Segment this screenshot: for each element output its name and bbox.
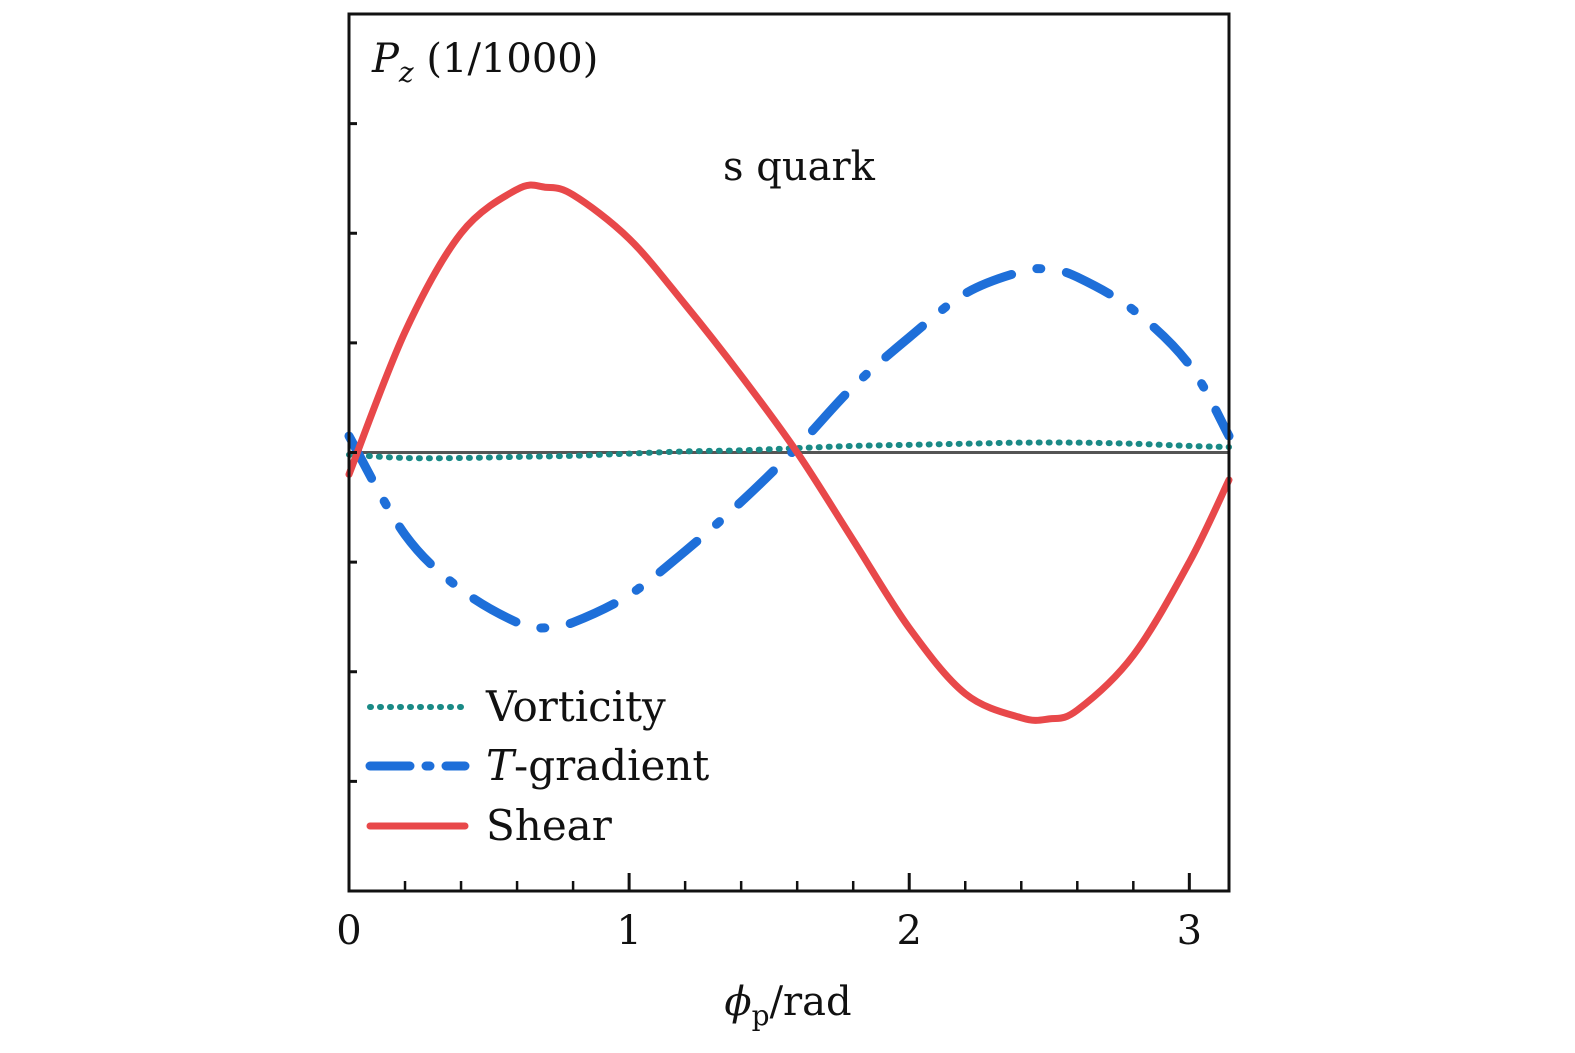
legend-label-t-suffix: -gradient <box>514 741 709 790</box>
x-tick-label: 2 <box>896 908 921 954</box>
x-tick-label: 0 <box>336 908 361 954</box>
x-axis-label: ϕp/rad <box>724 979 851 1032</box>
legend: Vorticity T-gradient Shear <box>365 682 709 850</box>
x-axis-label-subscript: p <box>752 999 770 1032</box>
x-axis-label-unit: /rad <box>770 979 852 1025</box>
legend-label-t-gradient: T-gradient <box>486 741 709 790</box>
y-axis-label-symbol: P <box>371 36 400 82</box>
x-axis-label-symbol: ϕ <box>724 979 751 1025</box>
series-layer <box>344 181 1234 724</box>
legend-label-vorticity: Vorticity <box>485 682 666 731</box>
legend-label-shear: Shear <box>486 801 613 850</box>
plot-frame <box>347 12 1231 893</box>
series-line-shear <box>345 181 1233 724</box>
legend-label-t-symbol: T <box>486 741 517 790</box>
y-axis-label-unit: (1/1000) <box>414 36 599 82</box>
x-tick-label: 1 <box>616 908 641 954</box>
y-axis-label: Pz (1/1000) <box>371 36 598 89</box>
annotation-s-quark: s quark <box>723 144 876 190</box>
y-axis-label-subscript: z <box>398 56 414 89</box>
x-tick-label: 3 <box>1177 908 1202 954</box>
